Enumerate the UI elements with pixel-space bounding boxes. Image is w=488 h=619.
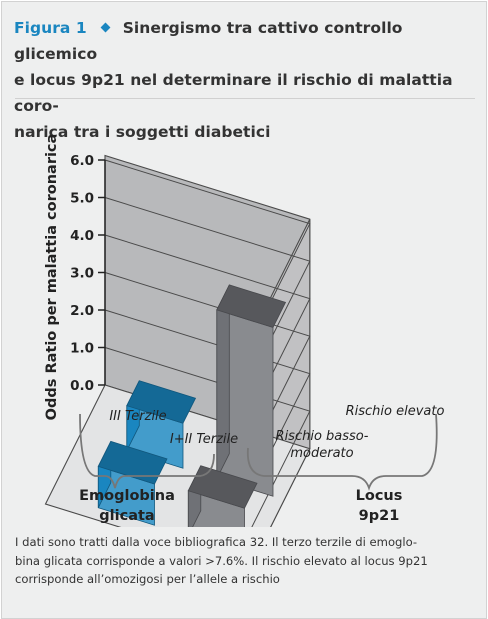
bar-top-face xyxy=(126,380,197,424)
figure-title-line: e locus 9p21 nel determinare il rischio … xyxy=(14,71,453,115)
group-label-line: Locus xyxy=(356,488,403,504)
category-label: III Terzile xyxy=(109,409,166,424)
y-tick-label: 0.0 xyxy=(70,378,94,394)
figure-header: Figura 1 Sinergismo tra cattivo controllo… xyxy=(14,15,476,145)
category-label-line: Rischio basso- xyxy=(276,429,369,444)
category-label-line: Rischio elevato xyxy=(346,404,445,419)
footer-line: corrisponde all’omozigosi per l’allele a… xyxy=(15,572,280,586)
bar-3d xyxy=(187,465,258,527)
y-tick-label: 5.0 xyxy=(70,191,94,207)
chart-category-labels: III Terzile I+II Terzile Rischio basso-mod… xyxy=(109,404,444,461)
footer-line: I dati sono tratti dalla voce bibliograf… xyxy=(15,535,418,549)
figure-label: Figura 1 xyxy=(14,19,87,37)
category-label: Rischio elevato xyxy=(346,404,445,419)
brace-hba1c xyxy=(79,413,215,489)
bar-top-face xyxy=(187,465,258,509)
bar-chart-3d: 0.0 1.0 2.0 3.0 4.0 5.0 6.0 Odds Ratio per mala… xyxy=(44,134,444,527)
brace-locus xyxy=(246,413,438,491)
diamond-icon xyxy=(100,22,111,33)
bar-3d xyxy=(216,284,287,497)
bar-top-face xyxy=(97,440,168,485)
y-tick-label: 1.0 xyxy=(70,341,94,357)
figure-footer: I dati sono tratti dalla voce bibliograf… xyxy=(15,533,477,589)
y-axis-label: Odds Ratio per malattia coronarica xyxy=(44,134,60,421)
header-divider xyxy=(15,98,475,99)
bar-front-face xyxy=(216,284,230,479)
group-label: Emoglobina glicata xyxy=(79,488,175,524)
y-tick-label: 4.0 xyxy=(70,228,94,244)
figure-title-line: narica tra i soggetti diabetici xyxy=(14,123,271,141)
group-label: Locus 9p21 xyxy=(356,488,403,524)
category-label: Rischio basso-moderato xyxy=(276,429,369,461)
chart-group-labels: Emoglobina glicata Locus 9p21 xyxy=(79,413,438,524)
category-label-line: I+II Terzile xyxy=(170,432,238,447)
category-label: I+II Terzile xyxy=(170,432,238,447)
group-label-line: Emoglobina xyxy=(79,488,175,504)
y-tick-label: 3.0 xyxy=(70,266,94,282)
header-line-1: Figura 1 Sinergismo tra cattivo controllo… xyxy=(14,15,476,67)
category-label-line: moderato xyxy=(290,446,353,461)
group-label-line: glicata xyxy=(99,508,154,524)
figure-title-line: Sinergismo tra cattivo controllo glicemi… xyxy=(14,19,403,63)
y-tick-label: 6.0 xyxy=(70,153,94,169)
chart-bars xyxy=(97,284,287,527)
bar-top-face xyxy=(216,284,287,328)
category-label-line: III Terzile xyxy=(109,409,166,424)
footer-line: bina glicata corrisponde a valori >7.6%.… xyxy=(15,553,428,568)
y-tick-label: 2.0 xyxy=(70,303,94,319)
chart-y-axis: 0.0 1.0 2.0 3.0 4.0 5.0 6.0 Odds Ratio per mala… xyxy=(44,134,106,421)
group-label-line: 9p21 xyxy=(359,508,400,524)
